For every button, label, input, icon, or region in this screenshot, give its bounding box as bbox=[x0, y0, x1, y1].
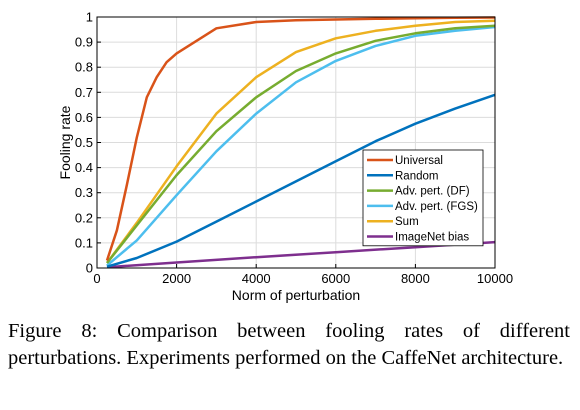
series-lines bbox=[105, 16, 496, 269]
legend: Universal Random Adv. pert. (DF) Adv. pert.… bbox=[362, 149, 484, 247]
x-axis-ticks: 0 2000 4000 6000 8000 10000 bbox=[93, 264, 513, 286]
figure-caption: Figure 8: Comparison between fooling rat… bbox=[8, 320, 570, 369]
y-tick-label: 0.5 bbox=[75, 135, 93, 150]
series-line bbox=[105, 19, 496, 264]
y-tick-label: 0.1 bbox=[75, 235, 93, 250]
x-axis-title: Norm of perturbation bbox=[232, 287, 360, 303]
x-tick-label: 8000 bbox=[401, 271, 430, 286]
y-tick-label: 0.3 bbox=[75, 185, 93, 200]
legend-label: Universal bbox=[395, 155, 443, 167]
x-tick-label: 6000 bbox=[321, 271, 350, 286]
series-line bbox=[106, 24, 496, 264]
y-axis-title: Fooling rate bbox=[57, 105, 73, 179]
legend-box bbox=[362, 149, 484, 247]
y-tick-label: 0.4 bbox=[75, 160, 93, 175]
y-tick-label: 1 bbox=[86, 10, 93, 25]
legend-label: ImageNet bias bbox=[395, 232, 469, 244]
series-line bbox=[106, 93, 496, 268]
series-line bbox=[105, 16, 496, 261]
legend-label: Random bbox=[395, 170, 438, 182]
series-line bbox=[106, 240, 496, 269]
y-tick-label: 0.7 bbox=[75, 85, 93, 100]
y-tick-label: 0 bbox=[86, 261, 93, 276]
legend-label: Adv. pert. (FGS) bbox=[395, 201, 478, 213]
x-tick-label: 10000 bbox=[477, 271, 513, 286]
legend-label: Sum bbox=[395, 216, 419, 228]
y-tick-label: 0.6 bbox=[75, 110, 93, 125]
legend-label: Adv. pert. (DF) bbox=[395, 186, 470, 198]
x-tick-label: 0 bbox=[93, 271, 100, 286]
y-tick-label: 0.9 bbox=[75, 35, 93, 50]
y-axis-ticks: 0 0.1 0.2 0.3 0.4 0.5 0.6 0.7 0.8 0.9 1 bbox=[75, 10, 101, 276]
x-tick-label: 2000 bbox=[162, 271, 191, 286]
y-tick-label: 0.8 bbox=[75, 60, 93, 75]
series-line bbox=[106, 25, 496, 267]
y-tick-label: 0.2 bbox=[75, 210, 93, 225]
fooling-rate-chart: 0 2000 4000 6000 8000 10000 00.10.20.30.40.50… bbox=[57, 10, 513, 304]
x-tick-label: 4000 bbox=[242, 271, 271, 286]
